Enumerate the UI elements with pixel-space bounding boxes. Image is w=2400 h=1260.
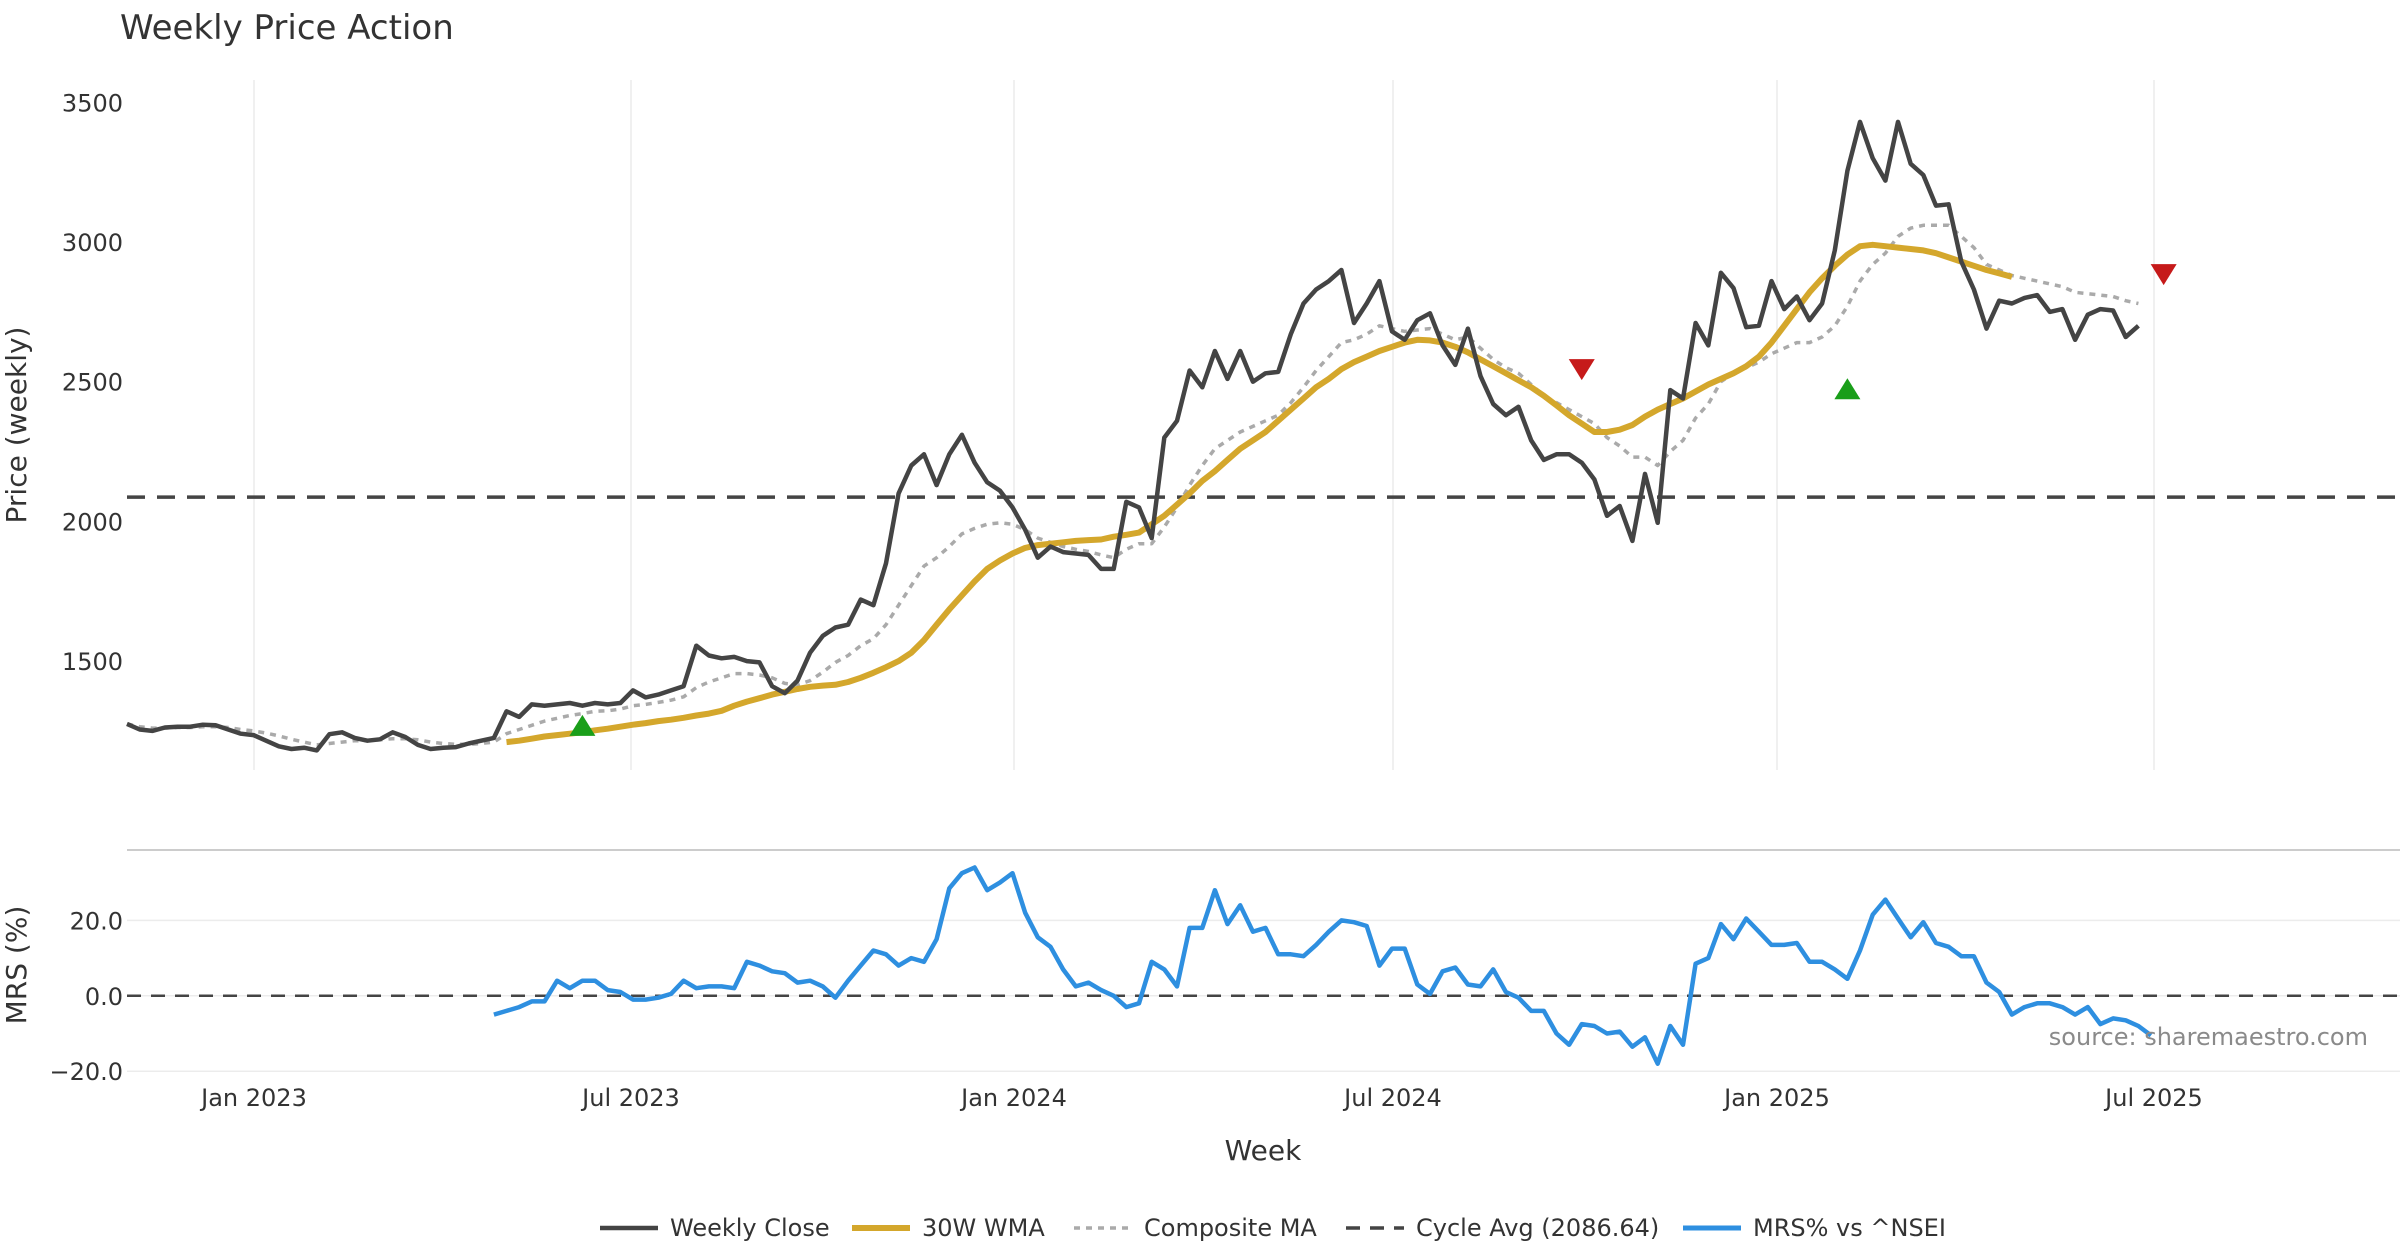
- buy-marker-0: [569, 715, 595, 736]
- 30w-wma-line: [507, 245, 2012, 742]
- price-y-axis-label: Price (weekly): [0, 327, 33, 524]
- mrs-y-tick-0: 20.0: [70, 907, 123, 935]
- x-tick-2: Jan 2024: [959, 1084, 1067, 1112]
- weekly-close-line: [127, 122, 2138, 751]
- mrs-y-tick-2: −20.0: [49, 1058, 123, 1086]
- source-annotation: source: sharemaestro.com: [2049, 1023, 2368, 1051]
- price-y-tick-2000: 2000: [62, 508, 123, 536]
- buy-marker-1: [1834, 378, 1860, 399]
- mrs-y-tick-1: 0.0: [85, 983, 123, 1011]
- chart-title: Weekly Price Action: [120, 8, 454, 48]
- chart-root: Weekly Price Action 1500 2000 2500 3000 3500…: [0, 0, 2400, 1260]
- composite-ma-line: [127, 225, 2138, 745]
- mrs-y-ticks: 20.0 0.0 −20.0: [49, 907, 123, 1086]
- legend: Weekly Close 30W WMA Composite MA Cycle Avg…: [600, 1214, 1946, 1242]
- x-tick-4: Jan 2025: [1722, 1084, 1830, 1112]
- price-y-tick-3000: 3000: [62, 229, 123, 257]
- price-y-tick-1500: 1500: [62, 648, 123, 676]
- price-y-tick-3500: 3500: [62, 89, 123, 117]
- price-y-tick-2500: 2500: [62, 369, 123, 397]
- sell-marker-0: [1569, 359, 1595, 380]
- x-tick-1: Jul 2023: [580, 1084, 680, 1112]
- x-tick-5: Jul 2025: [2103, 1084, 2203, 1112]
- price-y-ticks: 1500 2000 2500 3000 3500: [62, 89, 123, 676]
- mrs-line: [494, 868, 2151, 1064]
- legend-label-4: MRS% vs ^NSEI: [1753, 1214, 1946, 1242]
- x-tick-labels: Jan 2023 Jul 2023 Jan 2024 Jul 2024 Jan 2025…: [199, 1084, 2203, 1112]
- signal-markers: [569, 264, 2176, 736]
- price-series: [127, 122, 2400, 751]
- legend-label-1: 30W WMA: [922, 1214, 1045, 1242]
- x-axis-label: Week: [1225, 1134, 1302, 1167]
- mrs-y-axis-label: MRS (%): [0, 906, 33, 1025]
- x-tick-3: Jul 2024: [1342, 1084, 1442, 1112]
- legend-label-2: Composite MA: [1144, 1214, 1317, 1242]
- x-tick-0: Jan 2023: [199, 1084, 307, 1112]
- legend-label-0: Weekly Close: [670, 1214, 830, 1242]
- legend-label-3: Cycle Avg (2086.64): [1416, 1214, 1659, 1242]
- price-panel-grid: [254, 80, 2154, 770]
